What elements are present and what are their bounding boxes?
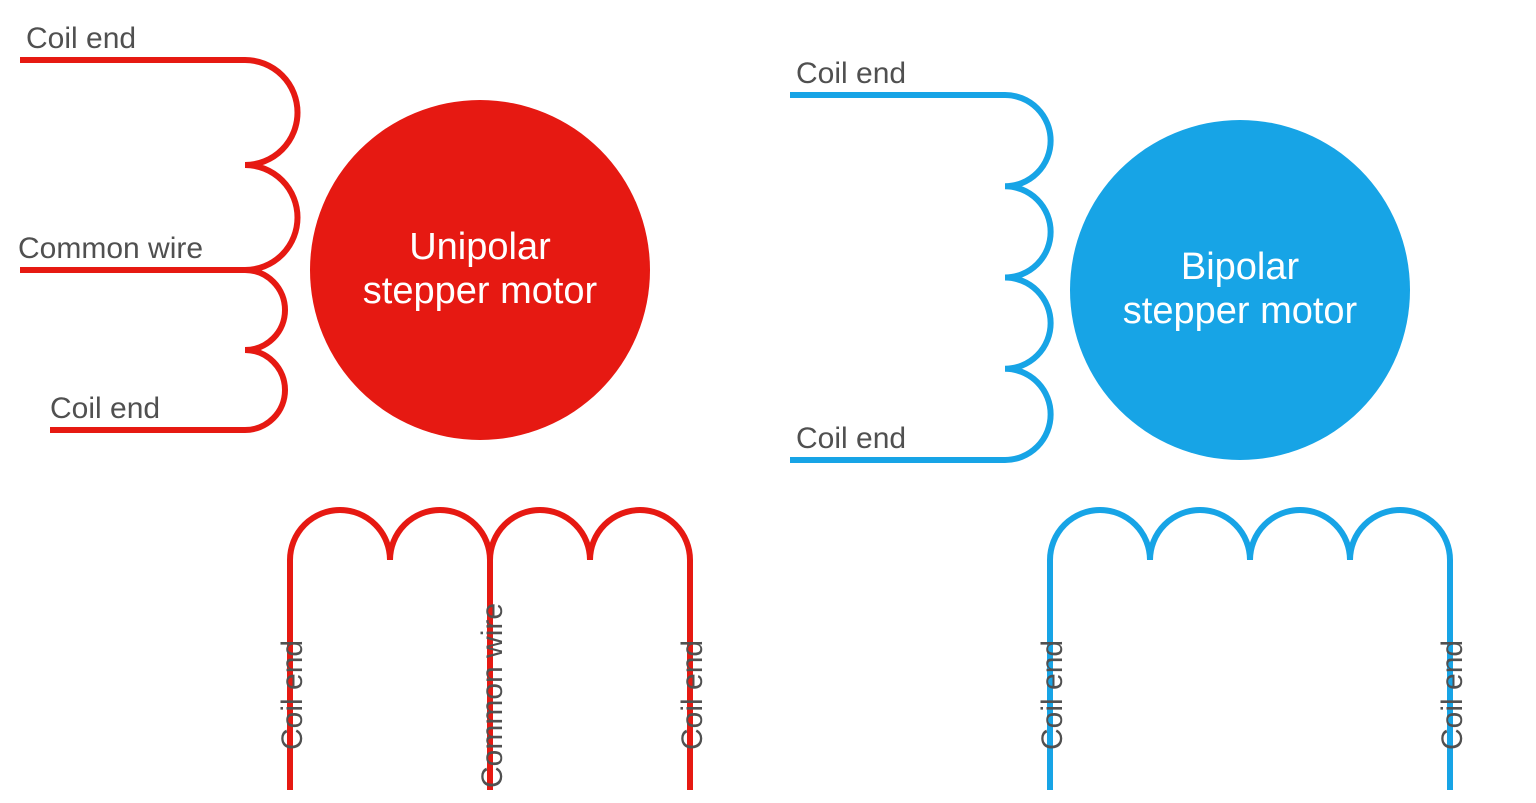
- bipolar-left-coil: [1005, 95, 1051, 460]
- bipolar-bottom-coil: [1050, 510, 1450, 560]
- unipolar-bottom-coil-left-half: [290, 510, 490, 560]
- diagram-stage: Unipolar stepper motor Bipolar stepper m…: [0, 0, 1536, 803]
- diagram-svg: [0, 0, 1536, 803]
- unipolar-left-coil-upper: [245, 60, 298, 270]
- unipolar-bottom-coil-right-half: [490, 510, 690, 560]
- unipolar-motor-circle: [310, 100, 650, 440]
- unipolar-left-coil-lower: [245, 270, 285, 430]
- bipolar-motor-circle: [1070, 120, 1410, 460]
